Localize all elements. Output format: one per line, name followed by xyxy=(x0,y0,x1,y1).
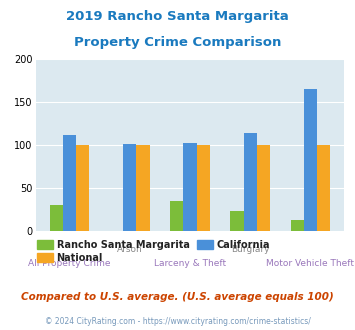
Text: Burglary: Burglary xyxy=(231,245,269,254)
Text: Larceny & Theft: Larceny & Theft xyxy=(154,259,226,268)
Bar xyxy=(183,143,197,231)
Bar xyxy=(290,220,304,231)
Bar xyxy=(197,145,210,231)
Text: © 2024 CityRating.com - https://www.cityrating.com/crime-statistics/: © 2024 CityRating.com - https://www.city… xyxy=(45,317,310,326)
Text: All Property Crime: All Property Crime xyxy=(28,259,111,268)
Bar xyxy=(136,145,149,231)
Text: Arson: Arson xyxy=(117,245,143,254)
Bar xyxy=(123,144,136,231)
Text: Property Crime Comparison: Property Crime Comparison xyxy=(74,36,281,49)
Legend: Rancho Santa Margarita, National, California: Rancho Santa Margarita, National, Califo… xyxy=(33,236,274,267)
Text: Compared to U.S. average. (U.S. average equals 100): Compared to U.S. average. (U.S. average … xyxy=(21,292,334,302)
Bar xyxy=(63,135,76,231)
Bar xyxy=(230,211,244,231)
Text: Motor Vehicle Theft: Motor Vehicle Theft xyxy=(267,259,354,268)
Text: 2019 Rancho Santa Margarita: 2019 Rancho Santa Margarita xyxy=(66,10,289,23)
Bar xyxy=(50,205,63,231)
Bar xyxy=(317,145,330,231)
Bar xyxy=(244,133,257,231)
Bar xyxy=(257,145,270,231)
Bar xyxy=(76,145,89,231)
Bar xyxy=(170,201,183,231)
Bar xyxy=(304,89,317,231)
